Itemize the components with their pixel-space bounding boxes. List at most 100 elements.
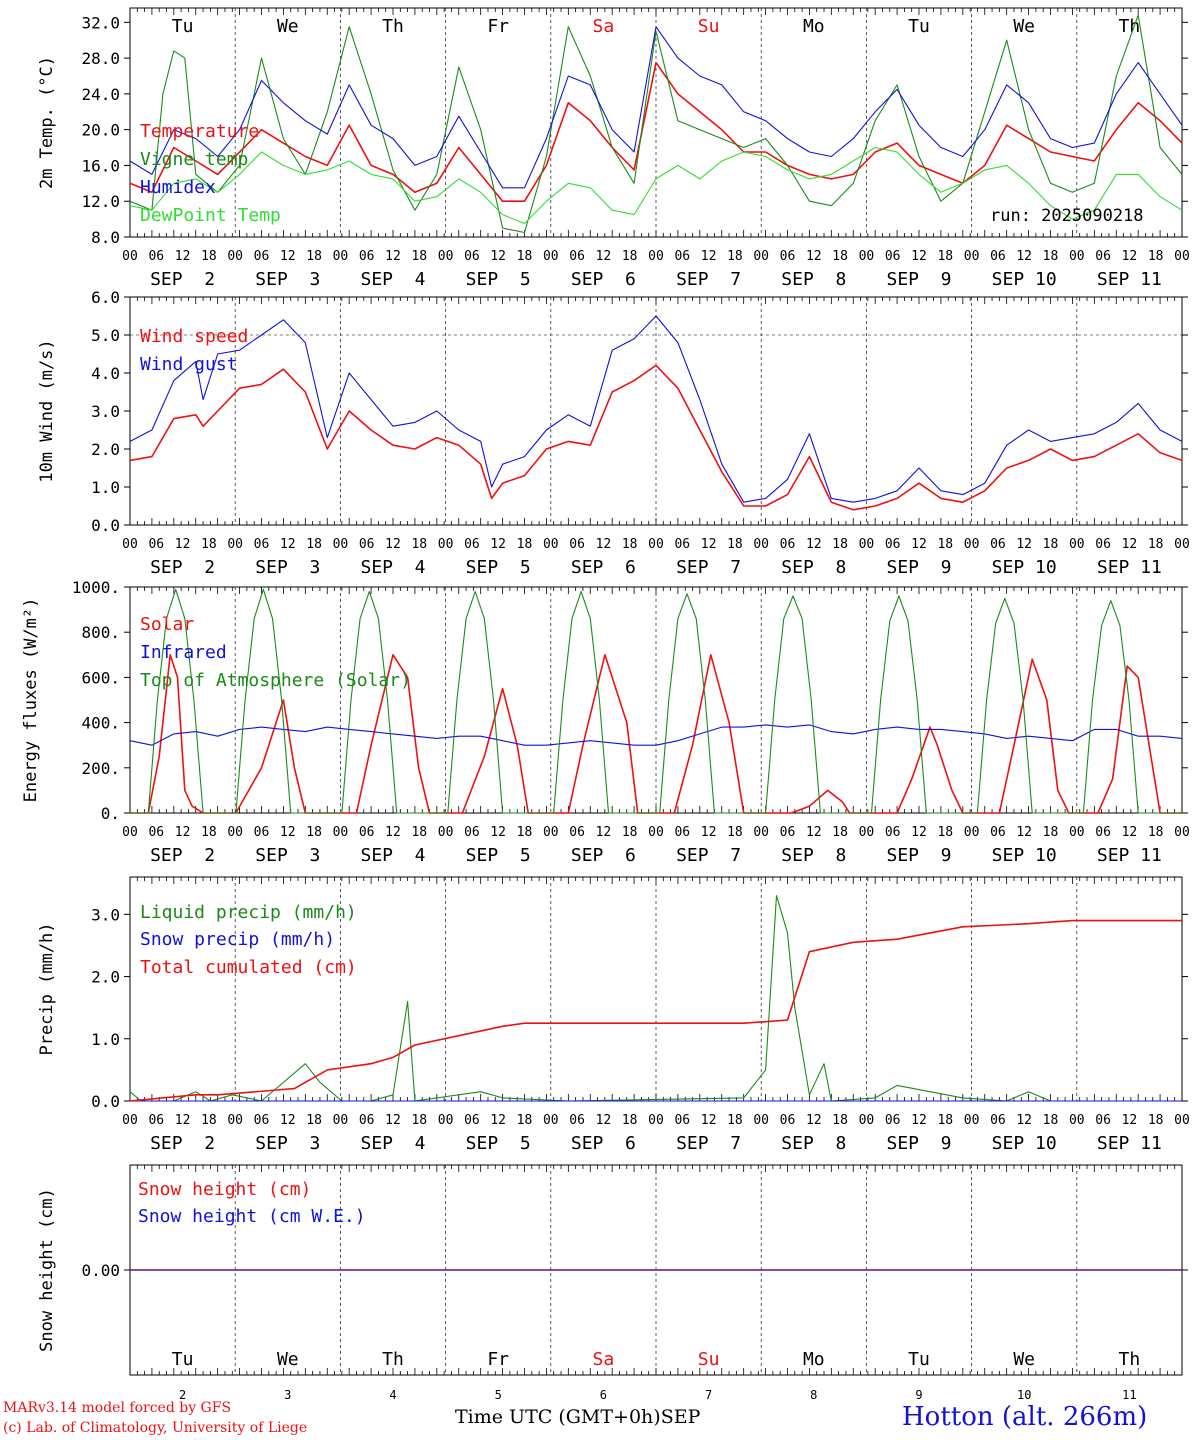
hour-label: 18 xyxy=(937,1113,953,1128)
y-tick-label: 1000. xyxy=(72,578,120,597)
date-label: SEP 6 xyxy=(571,557,636,578)
hour-label: 00 xyxy=(438,1113,454,1128)
date-label: SEP 8 xyxy=(781,269,846,290)
hour-label: 00 xyxy=(333,537,349,552)
legend-entry: Total cumulated (cm) xyxy=(140,957,357,978)
hour-label: 00 xyxy=(753,825,769,840)
hour-label: 18 xyxy=(937,537,953,552)
legend-entry: Snow height (cm) xyxy=(138,1179,311,1200)
hour-label: 12 xyxy=(911,249,927,264)
hour-label: 00 xyxy=(122,249,138,264)
hour-label: 12 xyxy=(1122,249,1138,264)
hour-label: 18 xyxy=(411,537,427,552)
day-number: 11 xyxy=(1122,1388,1136,1402)
hour-label: 18 xyxy=(832,537,848,552)
hour-label: 00 xyxy=(333,1113,349,1128)
y-axis-label: 2m Temp. (°C) xyxy=(37,56,57,189)
hour-label: 00 xyxy=(227,537,243,552)
lab-credit: (c) Lab. of Climatology, University of L… xyxy=(3,1420,308,1436)
day-number: 8 xyxy=(810,1388,817,1402)
panel-3: 0. 200. 400. 600. 800. 1000. Energy fluxes (W/… xyxy=(21,578,1190,866)
hour-label: 00 xyxy=(333,825,349,840)
hour-label: 06 xyxy=(359,249,375,264)
y-tick-label: 6.0 xyxy=(91,288,120,307)
date-label: SEP 11 xyxy=(1097,557,1162,578)
series-humidex xyxy=(129,26,1183,189)
hour-label: 00 xyxy=(543,1113,559,1128)
hour-label: 06 xyxy=(1095,537,1111,552)
panel-1: 8.0 12.0 16.0 20.0 24.0 28.0 32.0 2m Temp. (°C)… xyxy=(37,7,1190,290)
legend-entry: Wind speed xyxy=(140,326,248,347)
hour-label: 06 xyxy=(885,825,901,840)
y-tick-label: 200. xyxy=(81,759,120,778)
hour-label: 06 xyxy=(359,537,375,552)
hour-label: 06 xyxy=(885,537,901,552)
hour-label: 00 xyxy=(964,1113,980,1128)
hour-label: 18 xyxy=(727,249,743,264)
date-label: SEP 11 xyxy=(1097,269,1162,290)
x-axis-label: Time UTC (GMT+0h)SEP xyxy=(455,1406,700,1428)
hour-label: 12 xyxy=(175,1113,191,1128)
hour-label: 18 xyxy=(832,1113,848,1128)
day-label: Fr xyxy=(487,16,509,37)
hour-label: 12 xyxy=(911,537,927,552)
hour-label: 12 xyxy=(490,1113,506,1128)
day-label: We xyxy=(1013,1349,1035,1370)
hour-label: 00 xyxy=(859,825,875,840)
date-label: SEP 2 xyxy=(150,1133,215,1154)
hour-label: 00 xyxy=(333,249,349,264)
y-tick-label: 600. xyxy=(81,668,120,687)
date-label: SEP 3 xyxy=(255,1133,320,1154)
day-label: Tu xyxy=(908,16,930,37)
hour-label: 12 xyxy=(1122,825,1138,840)
hour-label: 06 xyxy=(148,537,164,552)
date-label: SEP 7 xyxy=(676,557,741,578)
date-label: SEP 7 xyxy=(676,269,741,290)
date-label: SEP 4 xyxy=(360,269,425,290)
hour-label: 00 xyxy=(543,249,559,264)
hour-label: 12 xyxy=(1122,1113,1138,1128)
hour-label: 18 xyxy=(727,537,743,552)
legend-entry: Temperature xyxy=(140,121,259,142)
day-label: Tu xyxy=(908,1349,930,1370)
y-tick-label: 28.0 xyxy=(81,49,120,68)
hour-label: 06 xyxy=(359,1113,375,1128)
hour-label: 06 xyxy=(148,249,164,264)
date-label: SEP 9 xyxy=(886,557,951,578)
series-infrared xyxy=(129,724,1183,746)
day-label: Sa xyxy=(593,1349,615,1370)
hour-label: 12 xyxy=(1016,825,1032,840)
legend-entry: Top of Atmosphere (Solar) xyxy=(140,670,411,691)
day-label: We xyxy=(277,16,299,37)
hour-label: 00 xyxy=(122,537,138,552)
hour-label: 00 xyxy=(648,537,664,552)
series-dewpoint-temp xyxy=(129,146,1183,225)
y-tick-label: 0.0 xyxy=(91,516,120,535)
day-label: Mo xyxy=(803,16,825,37)
hour-label: 12 xyxy=(701,249,717,264)
hour-label: 12 xyxy=(596,825,612,840)
hour-label: 18 xyxy=(306,537,322,552)
hour-label: 06 xyxy=(254,825,270,840)
hour-label: 18 xyxy=(832,825,848,840)
date-label: SEP 4 xyxy=(360,845,425,866)
day-label: We xyxy=(277,1349,299,1370)
date-label: SEP 11 xyxy=(1097,1133,1162,1154)
hour-label: 18 xyxy=(306,1113,322,1128)
date-label: SEP 3 xyxy=(255,269,320,290)
hour-label: 12 xyxy=(490,249,506,264)
hour-label: 12 xyxy=(911,1113,927,1128)
hour-label: 00 xyxy=(122,825,138,840)
date-label: SEP 9 xyxy=(886,269,951,290)
y-tick-label: 8.0 xyxy=(91,228,120,247)
hour-label: 06 xyxy=(674,825,690,840)
hour-label: 00 xyxy=(1069,249,1085,264)
hour-label: 12 xyxy=(701,825,717,840)
y-tick-label: 1.0 xyxy=(91,1030,120,1049)
hour-label: 12 xyxy=(806,249,822,264)
day-number: 7 xyxy=(705,1388,712,1402)
hour-label: 06 xyxy=(990,537,1006,552)
hour-label: 18 xyxy=(306,249,322,264)
date-label: SEP 10 xyxy=(992,845,1057,866)
y-tick-label: 12.0 xyxy=(81,192,120,211)
